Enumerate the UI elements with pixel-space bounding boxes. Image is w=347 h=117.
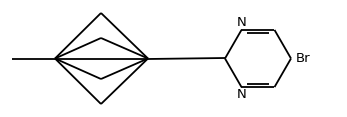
- Text: N: N: [237, 88, 246, 101]
- Text: Br: Br: [296, 52, 311, 65]
- Text: N: N: [237, 16, 246, 29]
